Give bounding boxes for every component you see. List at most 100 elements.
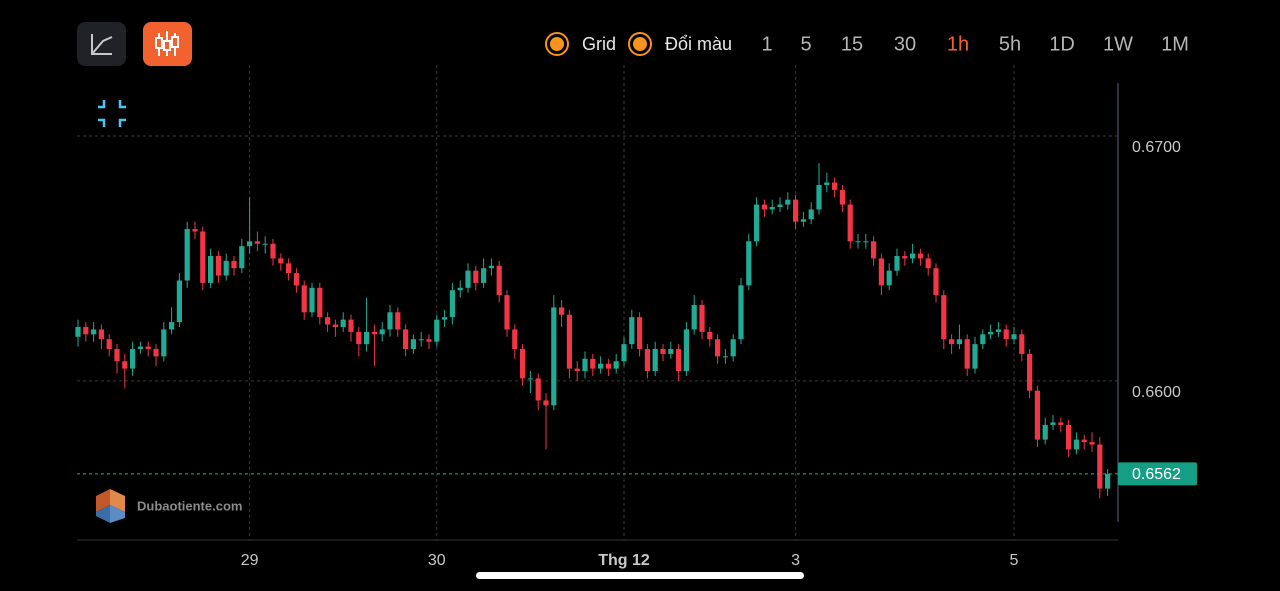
candle-body <box>1081 439 1087 443</box>
candle-body <box>512 329 518 350</box>
candle-chart-button[interactable] <box>143 22 192 66</box>
candle-body <box>847 204 853 242</box>
candle-body <box>590 358 596 369</box>
interval-option[interactable]: 1M <box>1161 33 1189 55</box>
candle-body <box>418 339 424 341</box>
candle-body <box>153 349 159 357</box>
candle-body <box>106 339 112 350</box>
candle-body <box>785 199 791 205</box>
candle-body <box>1034 390 1040 440</box>
candle-body <box>761 204 767 210</box>
candle-body <box>192 229 198 232</box>
candle-body <box>1066 424 1072 450</box>
candle-body <box>956 339 962 345</box>
candle-body <box>1058 422 1064 425</box>
candle-body <box>637 317 643 350</box>
candle-body <box>652 349 658 372</box>
candle-body <box>200 231 206 283</box>
line-chart-button[interactable] <box>77 22 126 66</box>
candle-body <box>278 258 284 264</box>
candle-body <box>1027 353 1033 391</box>
candle-body <box>793 199 799 222</box>
candle-body <box>208 255 214 283</box>
candle-body <box>1097 444 1103 489</box>
x-tick-label: 30 <box>428 552 446 569</box>
candle-body <box>395 312 401 330</box>
candle-body <box>691 304 697 330</box>
candle-icon <box>163 40 171 51</box>
interval-option[interactable]: 15 <box>841 33 863 55</box>
toggle-label[interactable]: Đổi màu <box>665 34 732 54</box>
candle-body <box>1019 334 1025 354</box>
candle-body <box>75 326 81 337</box>
candle-body <box>262 243 268 245</box>
candle-body <box>886 270 892 286</box>
collapse-icon <box>98 100 126 127</box>
interval-option[interactable]: 1D <box>1049 33 1075 55</box>
toggle-dot[interactable] <box>550 37 564 51</box>
candle-body <box>473 270 479 283</box>
toggle-dot[interactable] <box>633 37 647 51</box>
candle-body <box>457 287 463 291</box>
candle-body <box>340 319 346 327</box>
fullscreen-icon[interactable] <box>98 100 126 127</box>
interval-option[interactable]: 1W <box>1103 33 1133 55</box>
candle-body <box>137 346 143 350</box>
candle-body <box>223 260 229 276</box>
candle-body <box>1089 442 1095 445</box>
candle-body <box>426 339 432 342</box>
candle-body <box>371 331 377 335</box>
candle-body <box>582 358 588 372</box>
candle-body <box>410 339 416 350</box>
candle-body <box>387 312 393 330</box>
candle-body <box>746 241 752 286</box>
candle-body <box>465 270 471 288</box>
candle-body <box>754 204 760 242</box>
candle-body <box>910 253 916 259</box>
interval-option[interactable]: 5h <box>999 33 1021 55</box>
candle-body <box>520 349 526 379</box>
candle-body <box>91 329 97 335</box>
candle-body <box>254 241 260 244</box>
candle-body <box>348 319 354 332</box>
interval-option[interactable]: 1 <box>761 33 772 55</box>
candle-body <box>442 317 448 320</box>
candle-body <box>598 363 604 369</box>
candle-body <box>1003 329 1009 340</box>
candle-body <box>668 349 674 354</box>
candle-body <box>184 229 190 281</box>
toggle-ring[interactable] <box>545 32 569 56</box>
candle-body <box>535 378 541 401</box>
toggle-label[interactable]: Grid <box>582 34 616 54</box>
candle-body <box>730 339 736 357</box>
candle-body <box>161 329 167 357</box>
candle-body <box>83 326 89 335</box>
candle-body <box>215 255 221 276</box>
logo-part <box>96 505 110 523</box>
candle-body <box>676 349 682 372</box>
candle-body <box>98 329 104 340</box>
candle-body <box>941 295 947 340</box>
candle-body <box>130 349 136 369</box>
candle-body <box>933 268 939 296</box>
candle-body <box>1050 422 1056 425</box>
candle-body <box>1073 439 1079 450</box>
candle-body <box>559 307 565 315</box>
candle-body <box>543 400 549 406</box>
interval-option[interactable]: 1h <box>947 33 969 55</box>
candle-body <box>894 255 900 271</box>
interval-option[interactable]: 30 <box>894 33 916 55</box>
y-tick-label: 0.6700 <box>1132 139 1181 156</box>
candle-body <box>722 356 728 358</box>
watermark-logo <box>96 489 125 523</box>
candle-body <box>878 258 884 286</box>
candle-body <box>816 184 822 210</box>
candle-body <box>309 287 315 313</box>
interval-option[interactable]: 5 <box>800 33 811 55</box>
candle-body <box>613 361 619 369</box>
candle-body <box>855 241 861 243</box>
candle-body <box>699 304 705 332</box>
line-icon <box>91 34 113 55</box>
toggle-ring[interactable] <box>628 32 652 56</box>
